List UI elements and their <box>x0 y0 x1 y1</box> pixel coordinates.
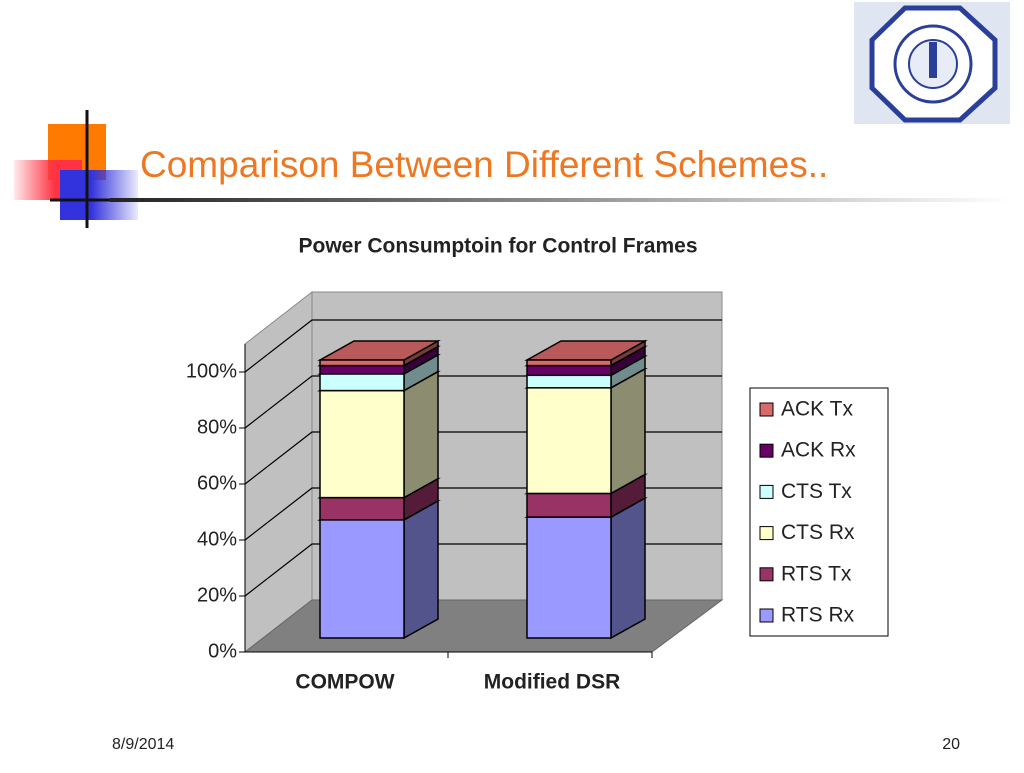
y-tick-label: 60% <box>197 472 237 494</box>
legend-swatch <box>759 484 774 499</box>
bar-segment <box>317 339 441 367</box>
y-tick-label: 100% <box>186 360 237 382</box>
legend-swatch <box>759 608 774 623</box>
bar-front <box>319 389 405 499</box>
bar-front <box>319 359 405 367</box>
slide-number: 20 <box>942 736 960 753</box>
legend-swatch <box>759 443 774 458</box>
bar-front <box>319 519 405 639</box>
logo <box>854 2 1010 124</box>
x-tick-label: COMPOW <box>295 671 394 694</box>
bar-side <box>403 499 439 640</box>
legend-swatch <box>759 526 774 541</box>
grid-line <box>244 319 722 373</box>
bar-front <box>319 496 405 521</box>
bar-front <box>526 516 612 639</box>
y-tick-label: 40% <box>197 528 237 550</box>
legend-swatch <box>759 402 774 417</box>
bar-front <box>526 359 612 367</box>
legend-box <box>749 387 889 637</box>
bar-side <box>610 496 646 640</box>
slide-title: Comparison Between Different Schemes.. <box>140 144 828 185</box>
bar-segment <box>524 339 648 367</box>
x-tick-label: Modified DSR <box>484 671 621 694</box>
bar-front <box>319 364 405 375</box>
y-tick-label: 0% <box>208 640 237 662</box>
decoration <box>14 110 1010 228</box>
bar-side <box>403 370 439 499</box>
chart: 0% 20% 40% 60% 80% 100% COMPOW Modified DSR RTS … <box>186 290 889 694</box>
legend-label: RTS Tx <box>781 562 852 585</box>
bar-front <box>526 374 612 389</box>
slide-date: 8/9/2014 <box>112 736 174 753</box>
chart-title: Power Consumptoin for Control Frames <box>298 235 697 258</box>
bar-front <box>526 364 612 377</box>
bar-side <box>610 367 646 495</box>
bar-front <box>526 387 612 495</box>
bar-front <box>526 492 612 518</box>
legend-label: CTS Tx <box>781 480 852 503</box>
legend-label: ACK Tx <box>781 398 853 421</box>
bar-segment <box>317 499 441 640</box>
legend-label: RTS Rx <box>781 604 855 627</box>
legend-swatch <box>759 567 774 582</box>
floor <box>243 599 724 653</box>
bar-segment <box>524 496 648 640</box>
legend-label: CTS Rx <box>781 521 855 544</box>
y-tick-label: 80% <box>197 416 237 438</box>
bar-front <box>319 373 405 392</box>
legend-label: ACK Rx <box>781 439 856 462</box>
y-tick-label: 20% <box>197 584 237 606</box>
